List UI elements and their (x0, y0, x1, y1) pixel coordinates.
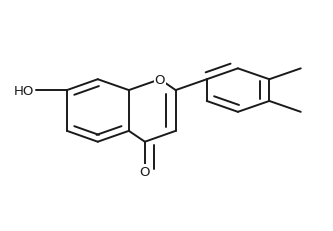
Text: O: O (140, 165, 150, 178)
Text: O: O (155, 73, 165, 86)
Text: HO: HO (14, 84, 34, 97)
